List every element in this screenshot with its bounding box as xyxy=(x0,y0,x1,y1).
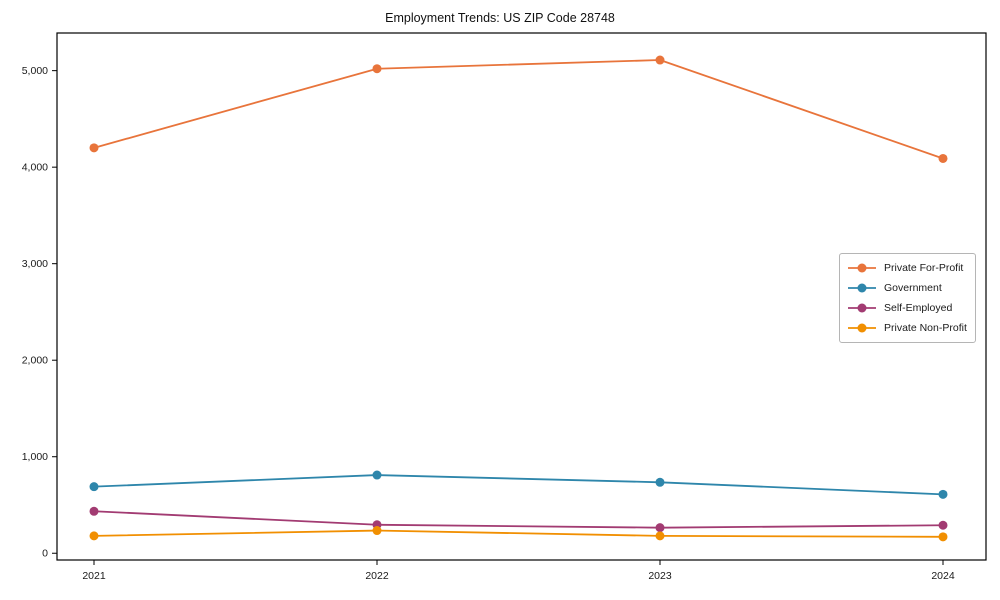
legend-item-private-non-profit: Private Non-Profit xyxy=(847,318,968,338)
svg-text:2022: 2022 xyxy=(365,570,389,582)
legend-label: Self-Employed xyxy=(884,302,953,314)
legend-line-marker-icon xyxy=(848,303,876,313)
svg-text:0: 0 xyxy=(42,548,48,560)
legend-label: Private For-Profit xyxy=(884,262,964,274)
svg-text:1,000: 1,000 xyxy=(22,451,48,463)
svg-text:2,000: 2,000 xyxy=(22,355,48,367)
svg-text:5,000: 5,000 xyxy=(22,65,48,77)
legend-item-private-for-profit: Private For-Profit xyxy=(847,258,968,278)
chart-title: Employment Trends: US ZIP Code 28748 xyxy=(385,11,615,25)
svg-text:3,000: 3,000 xyxy=(22,258,48,270)
legend-label: Government xyxy=(884,282,942,294)
legend-item-government: Government xyxy=(847,278,968,298)
svg-text:2024: 2024 xyxy=(931,570,955,582)
svg-text:2023: 2023 xyxy=(648,570,672,582)
legend-item-self-employed: Self-Employed xyxy=(847,298,968,318)
legend-label: Private Non-Profit xyxy=(884,322,967,334)
legend-line-marker-icon xyxy=(848,263,876,273)
legend: Private For-Profit Government Self-Emplo… xyxy=(839,253,976,343)
svg-text:4,000: 4,000 xyxy=(22,162,48,174)
legend-line-marker-icon xyxy=(848,323,876,333)
legend-line-marker-icon xyxy=(848,283,876,293)
svg-text:2021: 2021 xyxy=(82,570,106,582)
